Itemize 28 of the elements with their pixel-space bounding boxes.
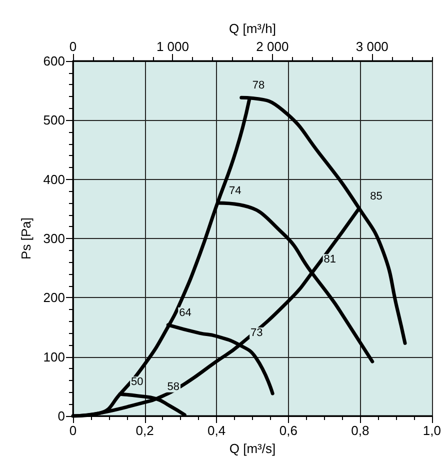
y-tick-label: 300 bbox=[43, 231, 65, 246]
annotation: 50 bbox=[131, 376, 144, 388]
annotation: 58 bbox=[167, 380, 180, 393]
annotation: 74 bbox=[229, 185, 242, 197]
annotation: 64 bbox=[179, 306, 192, 319]
y-tick-label: 0 bbox=[58, 408, 65, 424]
y-tick-label: 400 bbox=[43, 172, 65, 187]
x-tick-label: 0,6 bbox=[279, 423, 298, 438]
y-tick-label: 200 bbox=[43, 290, 65, 306]
annotation: 81 bbox=[324, 254, 336, 266]
x2-tick-label: 1 000 bbox=[156, 39, 189, 54]
x2-tick-label: 3 000 bbox=[356, 39, 388, 54]
x-tick-label: 0,2 bbox=[136, 423, 154, 438]
annotation: 85 bbox=[370, 190, 382, 202]
x-axis-title: Q [m³/s] bbox=[229, 441, 276, 456]
x-tick-label: 0,4 bbox=[208, 423, 226, 438]
annotation: 73 bbox=[250, 327, 263, 339]
x-tick-label: 0 bbox=[69, 423, 77, 438]
y-tick-label: 600 bbox=[43, 54, 65, 68]
x-tick-label: 1,0 bbox=[422, 423, 442, 438]
y-axis-title: Ps [Pa] bbox=[18, 218, 34, 260]
x-tick-label: 0,8 bbox=[351, 423, 370, 438]
y-tick-label: 100 bbox=[43, 349, 65, 364]
x2-axis-title: Q [m³/h] bbox=[229, 21, 276, 36]
x2-tick-label: 2 000 bbox=[256, 39, 289, 54]
annotation: 78 bbox=[252, 80, 265, 92]
x2-tick-label: 0 bbox=[69, 39, 77, 54]
y-tick-label: 500 bbox=[43, 112, 65, 128]
